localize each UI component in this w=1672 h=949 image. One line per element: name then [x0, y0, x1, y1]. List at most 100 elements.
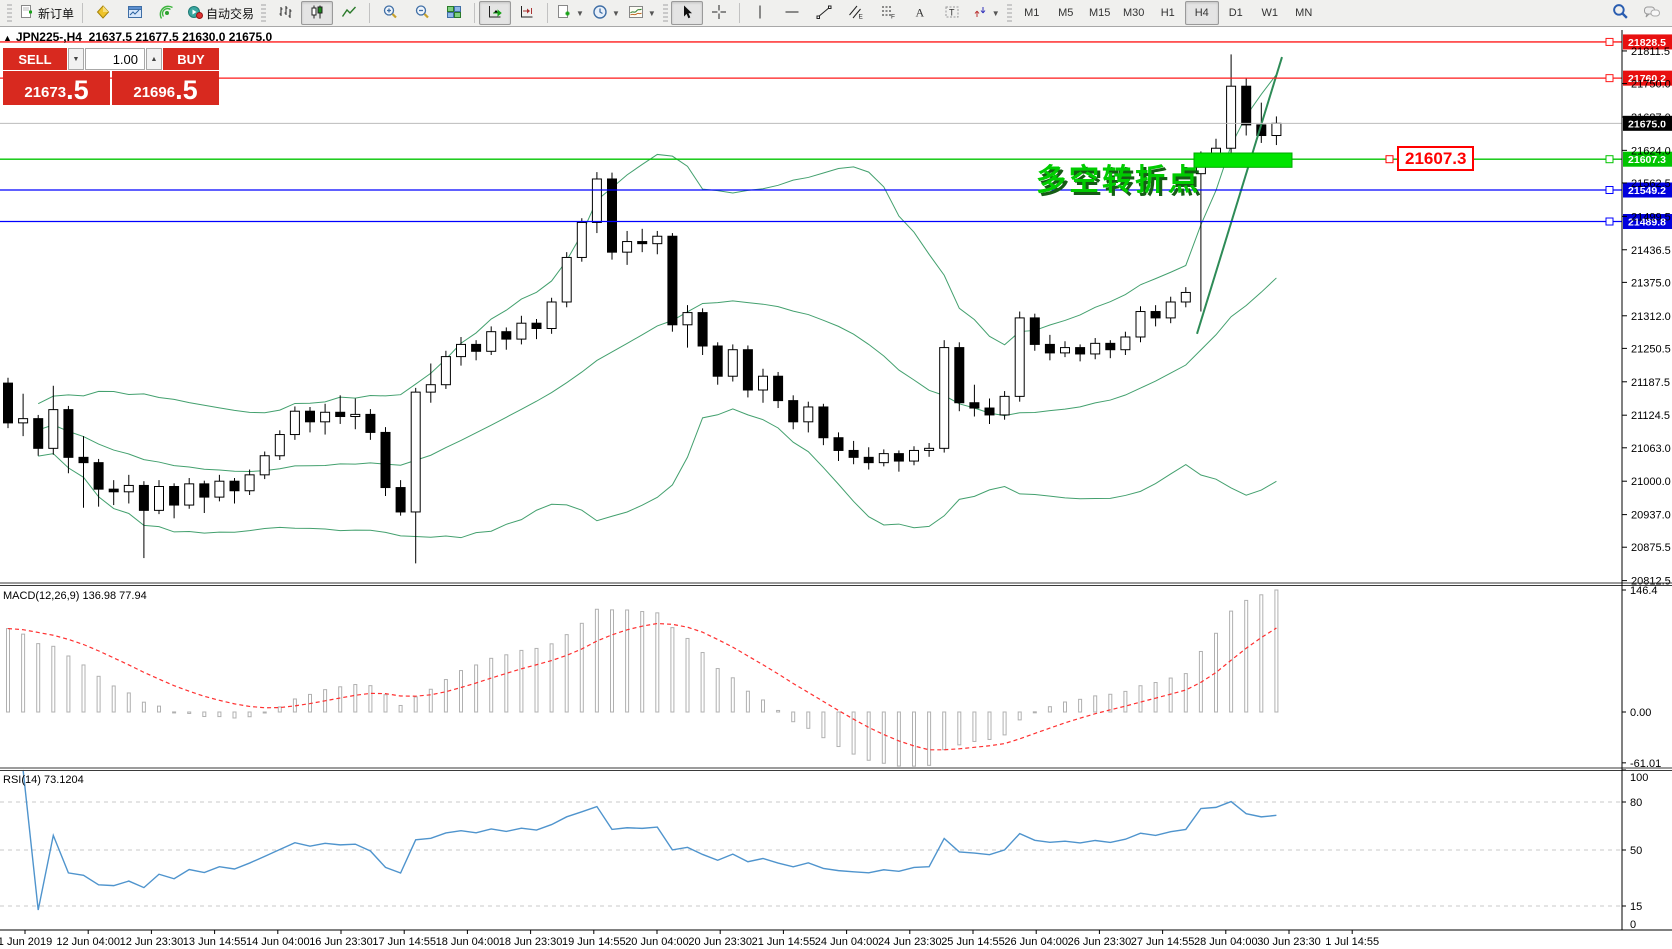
rsi-scale-label: 50 [1630, 845, 1642, 857]
autotrading-icon [187, 4, 204, 23]
volume-increase-button[interactable]: ▲ [146, 48, 162, 70]
date-label: 24 Jun 23:30 [878, 936, 942, 948]
timeframe-H4[interactable]: H4 [1184, 1, 1219, 25]
timeframe-MN[interactable]: MN [1295, 7, 1313, 19]
text-button[interactable]: A [904, 1, 936, 25]
candle-body [365, 413, 376, 433]
macd-histogram-bar [1017, 711, 1022, 721]
chart-symbol-period: JPN225-,H4 [15, 30, 82, 44]
timeframe-M1[interactable]: M1 [1024, 7, 1040, 19]
candle-body [18, 418, 29, 424]
macd-histogram-bar [1078, 698, 1083, 713]
candle-body [591, 178, 602, 223]
zoom-in-button[interactable] [374, 1, 406, 25]
buy-button[interactable]: BUY [163, 48, 219, 70]
metaquotes-button[interactable] [87, 1, 119, 25]
candle [833, 432, 844, 462]
rsi-label: RSI(14) 73.1204 [3, 774, 84, 786]
vertical-line-button[interactable] [744, 1, 776, 25]
macd-histogram-bar [1063, 701, 1067, 713]
timeframe-H1[interactable]: H1 [1160, 7, 1175, 19]
candle [123, 474, 134, 504]
chart-shift-button[interactable] [511, 1, 543, 25]
tile-windows-button[interactable] [438, 1, 470, 25]
trendline-button[interactable] [808, 1, 840, 25]
channel-button[interactable]: E [840, 1, 872, 25]
sell-price[interactable]: 21673.5 [3, 71, 110, 105]
svg-text:F: F [891, 13, 895, 20]
macd-histogram-bar [579, 622, 584, 713]
candle [1150, 305, 1161, 327]
bar-chart-button[interactable] [269, 1, 301, 25]
candle-body [501, 331, 512, 340]
price-tick-label: 21250.5 [1631, 343, 1671, 355]
auto-scroll-button[interactable] [479, 1, 512, 25]
bar-chart-icon [277, 4, 293, 23]
macd-histogram-bar [489, 657, 494, 713]
candle [954, 342, 965, 412]
text-label-button[interactable]: T [936, 1, 968, 25]
templates-button[interactable]: ▼ [624, 1, 660, 25]
line-chart-button[interactable] [333, 1, 365, 25]
market-watch-button[interactable] [119, 1, 151, 25]
timeframe-W1[interactable]: W1 [1261, 7, 1278, 19]
signals-button[interactable] [151, 1, 183, 25]
macd-label: MACD(12,26,9) 136.98 77.94 [3, 590, 147, 602]
sell-button[interactable]: SELL [3, 48, 67, 70]
one-click-toggle[interactable]: ▲ [3, 33, 12, 43]
chart-area[interactable]: 21828.5 21760.2 21675.0 21607.3 21549.2 21489… [0, 27, 1672, 949]
price-chart-svg[interactable]: 21828.5 21760.2 21675.0 21607.3 21549.2 21489… [0, 27, 1672, 949]
timeframe-M15[interactable]: M15 [1089, 7, 1111, 19]
candle-body [682, 312, 693, 326]
chevron-down-icon: ▼ [576, 8, 584, 18]
candle [138, 481, 149, 559]
candle [878, 449, 889, 467]
macd-histogram-bar [172, 711, 177, 714]
chat-button[interactable] [1636, 1, 1668, 25]
volume-decrease-button[interactable]: ▼ [68, 48, 84, 70]
date-label: 30 Jun 23:30 [1257, 936, 1321, 948]
candle-body [138, 484, 149, 511]
macd-histogram-bar [715, 668, 720, 713]
new-chart-button[interactable]: ▼ [552, 1, 588, 25]
candle [848, 440, 859, 465]
price-tag [1623, 151, 1672, 167]
zoom-out-button[interactable] [406, 1, 438, 25]
candle-body [350, 413, 361, 418]
profiles-button[interactable]: ▼ [588, 1, 624, 25]
candle-body [108, 488, 119, 493]
candle [924, 443, 935, 457]
candle-body [410, 391, 421, 513]
macd-histogram-bar [398, 704, 403, 713]
macd-histogram-bar [927, 711, 932, 766]
macd-histogram-bar [534, 647, 539, 713]
arrows-button[interactable]: ▼ [968, 1, 1004, 25]
date-label: 17 Jun 14:55 [372, 936, 436, 948]
macd-histogram-bar [217, 711, 222, 718]
timeframe-D1[interactable]: D1 [1228, 7, 1243, 19]
horizontal-lines [0, 37, 1622, 226]
search-button[interactable] [1604, 1, 1636, 25]
macd-histogram-bar [474, 664, 479, 713]
candle-body [3, 382, 13, 424]
timeframe-M5[interactable]: M5 [1058, 7, 1074, 19]
volume-input[interactable] [85, 48, 145, 70]
price-tag-21607[interactable]: 21607.3 [1397, 146, 1475, 171]
tile-windows-icon [446, 4, 462, 23]
candle [214, 474, 225, 502]
autotrading-button[interactable]: 自动交易 [183, 1, 258, 25]
buy-price[interactable]: 21696.5 [112, 71, 219, 105]
timeframe-M30[interactable]: M30 [1123, 7, 1145, 19]
fibonacci-button[interactable]: F [872, 1, 904, 25]
price-tag-label: 21760.2 [1628, 73, 1666, 85]
candle-body [1165, 301, 1176, 319]
cursor-button[interactable] [670, 1, 703, 25]
crosshair-button[interactable] [703, 1, 735, 25]
candle [305, 406, 315, 433]
horizontal-line-button[interactable] [776, 1, 808, 25]
macd-histogram-bar [896, 711, 901, 767]
signals-icon [159, 4, 175, 23]
candlestick-chart-button[interactable] [301, 1, 334, 25]
candle [1060, 341, 1070, 358]
new-order-button[interactable]: 新订单 [15, 1, 78, 25]
